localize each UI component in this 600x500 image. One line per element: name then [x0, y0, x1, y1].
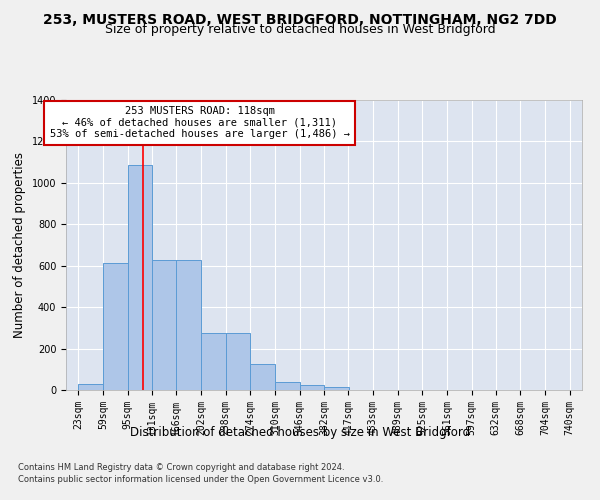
Text: Distribution of detached houses by size in West Bridgford: Distribution of detached houses by size … [130, 426, 470, 439]
Bar [152, 260, 176, 390]
Text: Size of property relative to detached houses in West Bridgford: Size of property relative to detached ho… [104, 22, 496, 36]
Bar [250, 364, 275, 390]
Bar [128, 166, 152, 390]
Text: 253 MUSTERS ROAD: 118sqm
← 46% of detached houses are smaller (1,311)
53% of sem: 253 MUSTERS ROAD: 118sqm ← 46% of detach… [50, 106, 350, 140]
Bar [103, 262, 128, 390]
Y-axis label: Number of detached properties: Number of detached properties [13, 152, 26, 338]
Bar [176, 260, 201, 390]
Bar [79, 384, 103, 390]
Bar [275, 382, 299, 390]
Text: Contains HM Land Registry data © Crown copyright and database right 2024.: Contains HM Land Registry data © Crown c… [18, 464, 344, 472]
Text: 253, MUSTERS ROAD, WEST BRIDGFORD, NOTTINGHAM, NG2 7DD: 253, MUSTERS ROAD, WEST BRIDGFORD, NOTTI… [43, 12, 557, 26]
Bar [299, 385, 325, 390]
Bar [226, 333, 250, 390]
Text: Contains public sector information licensed under the Open Government Licence v3: Contains public sector information licen… [18, 474, 383, 484]
Bar [201, 333, 226, 390]
Bar [324, 387, 349, 390]
